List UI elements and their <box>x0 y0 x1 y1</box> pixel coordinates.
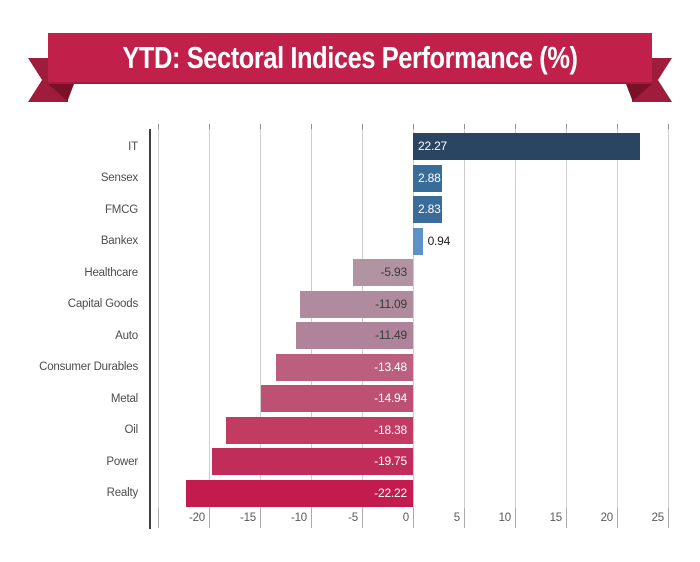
tick-label: 20 <box>600 512 614 524</box>
gridline <box>209 129 210 508</box>
bar <box>413 196 442 223</box>
tick-mark-bottom <box>362 508 363 528</box>
category-label: Bankex <box>100 235 138 247</box>
tick-mark-bottom <box>158 508 159 528</box>
value-label: -14.94 <box>374 391 407 405</box>
bar <box>413 227 423 255</box>
gridline <box>413 129 414 508</box>
axis-line <box>149 129 151 529</box>
tick-label: -10 <box>290 512 307 524</box>
tick-mark-top <box>617 124 618 129</box>
gridline <box>515 129 516 508</box>
category-label: Healthcare <box>84 266 138 279</box>
tick-label: 5 <box>453 512 460 524</box>
title-ribbon: YTD: Sectoral Indices Performance (%) <box>0 0 700 112</box>
value-label: 2.88 <box>418 170 441 185</box>
tick-mark-bottom <box>413 508 414 528</box>
value-label: -13.48 <box>374 359 407 374</box>
tick-mark-top <box>515 124 516 129</box>
value-label: -18.38 <box>374 422 407 437</box>
tick-mark-top <box>311 124 312 129</box>
tick-mark-top <box>362 124 363 129</box>
value-label: -11.49 <box>375 328 407 342</box>
tick-label: 25 <box>651 512 665 524</box>
value-label: -22.22 <box>374 485 407 500</box>
category-label: Realty <box>106 487 139 499</box>
bar <box>225 416 413 444</box>
gridline <box>158 129 159 508</box>
value-label: 0.94 <box>427 233 451 248</box>
tick-mark-bottom <box>209 508 210 528</box>
tick-mark-top <box>566 124 567 129</box>
tick-label: -15 <box>239 512 256 524</box>
category-label: Auto <box>115 329 138 342</box>
tick-mark-bottom <box>566 508 567 528</box>
tick-mark-bottom <box>515 508 516 528</box>
bar <box>211 448 413 475</box>
value-label: -19.75 <box>374 454 407 468</box>
tick-mark-bottom <box>260 508 261 528</box>
tick-mark-top <box>464 124 465 129</box>
gridline <box>464 129 465 508</box>
tick-mark-top <box>158 124 159 129</box>
category-label: Power <box>106 455 138 468</box>
tick-mark-bottom <box>668 508 669 528</box>
tick-label: -20 <box>188 512 205 524</box>
tick-mark-bottom <box>464 508 465 528</box>
tick-label: 10 <box>498 512 512 524</box>
bar <box>186 479 413 507</box>
chart-title: YTD: Sectoral Indices Performance (%) <box>122 39 578 75</box>
category-label: Sensex <box>100 172 138 184</box>
category-label: Oil <box>124 424 139 436</box>
value-label: -11.09 <box>375 296 407 311</box>
tick-mark-top <box>413 124 414 129</box>
tick-label: 0 <box>402 512 409 524</box>
ribbon-band: YTD: Sectoral Indices Performance (%) <box>48 33 652 84</box>
gridline <box>566 129 567 508</box>
bar <box>352 259 413 286</box>
value-label: 2.83 <box>418 202 441 216</box>
category-label: Capital Goods <box>67 298 138 310</box>
tick-label: 15 <box>549 512 563 524</box>
tick-mark-bottom <box>617 508 618 528</box>
gridline <box>668 129 669 508</box>
bar <box>295 322 413 349</box>
gridline <box>617 129 618 508</box>
tick-mark-top <box>260 124 261 129</box>
value-label: 22.27 <box>418 139 448 153</box>
bar <box>413 133 641 160</box>
category-label: IT <box>128 140 138 153</box>
gridline <box>260 129 261 508</box>
tick-label: -5 <box>348 512 358 524</box>
gridline <box>311 129 312 508</box>
bar <box>299 290 413 318</box>
bar <box>260 385 413 412</box>
bar <box>275 353 413 381</box>
tick-mark-bottom <box>311 508 312 528</box>
category-label: Metal <box>110 392 138 405</box>
category-label: FMCG <box>104 203 138 216</box>
tick-mark-top <box>209 124 210 129</box>
category-label: Consumer Durables <box>39 361 138 373</box>
bar <box>413 164 443 192</box>
value-label: -5.93 <box>380 265 408 279</box>
tick-mark-top <box>668 124 669 129</box>
gridline <box>362 129 363 508</box>
